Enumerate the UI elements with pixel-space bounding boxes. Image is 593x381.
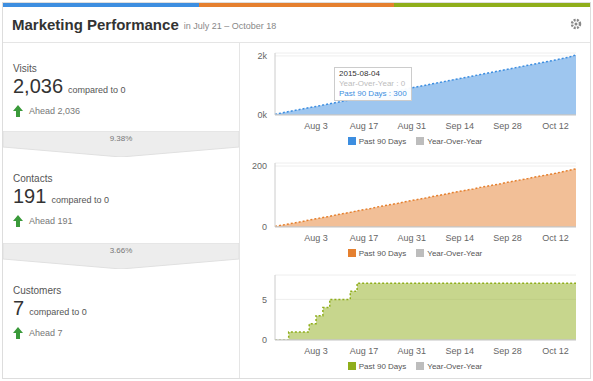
svg-text:2k: 2k [257,51,267,61]
svg-text:Sep 14: Sep 14 [445,346,474,356]
html-text:3.66%: 3.66% [109,246,133,255]
svg-text:Aug 17: Aug 17 [350,121,379,131]
svg-text:Aug 3: Aug 3 [304,233,328,243]
svg-text:Sep 28: Sep 28 [493,233,522,243]
svg-text:5: 5 [262,295,267,305]
svg-text:0: 0 [262,335,267,345]
svg-text:Aug 3: Aug 3 [304,346,328,356]
html-text:191: 191 [13,185,47,207]
html-text:Ahead 191: Ahead 191 [29,216,73,226]
svg-text:Aug 17: Aug 17 [350,346,379,356]
html-text:9.38%: 9.38% [109,134,133,143]
html-text:compared to 0: compared to 0 [68,85,126,95]
svg-text:Aug 3: Aug 3 [304,121,328,131]
svg-text:Oct 12: Oct 12 [542,346,569,356]
html-text:2,036: 2,036 [13,75,64,97]
svg-text:0k: 0k [257,110,267,120]
svg-text:Oct 12: Oct 12 [542,121,569,131]
html-text:Past 90 Days: Past 90 Days [358,136,407,146]
html-text:Visits: Visits [13,63,37,74]
html-text:7: 7 [13,297,25,319]
svg-text:Sep 14: Sep 14 [445,121,474,131]
html-text:Past 90 Days: Past 90 Days [358,248,407,258]
svg-text:Aug 31: Aug 31 [398,121,427,131]
html-text:Year-Over-Year : 0: Year-Over-Year : 0 [339,79,406,88]
html-text:Marketing Performance in July: Marketing Performance in July 21 – Octob… [12,16,277,33]
html-text:Past 90 Days: Past 90 Days [358,361,407,371]
html-text:Customers: Customers [13,285,62,296]
html-text:Past 90 Days : 300: Past 90 Days : 300 [339,89,407,98]
html-text:Year-Over-Year: Year-Over-Year [427,136,483,146]
svg-text:Oct 12: Oct 12 [542,233,569,243]
svg-text:Sep 28: Sep 28 [493,346,522,356]
svg-text:Aug 31: Aug 31 [398,346,427,356]
svg-text:Sep 14: Sep 14 [445,233,474,243]
html-text:Year-Over-Year: Year-Over-Year [427,248,483,258]
html-text:Ahead 7: Ahead 7 [29,328,63,338]
svg-text:Sep 28: Sep 28 [493,121,522,131]
svg-text:Aug 31: Aug 31 [398,233,427,243]
svg-text:200: 200 [252,161,267,171]
html-text:Year-Over-Year: Year-Over-Year [427,361,483,371]
svg-text:0: 0 [262,222,267,232]
svg-text:Aug 17: Aug 17 [350,233,379,243]
html-text:compared to 0: compared to 0 [51,195,109,205]
html-text:compared to 0: compared to 0 [29,307,87,317]
html-text:Ahead 2,036: Ahead 2,036 [29,106,80,116]
html-text:2015-08-04: 2015-08-04 [339,69,380,78]
html-text:Contacts: Contacts [13,173,53,184]
